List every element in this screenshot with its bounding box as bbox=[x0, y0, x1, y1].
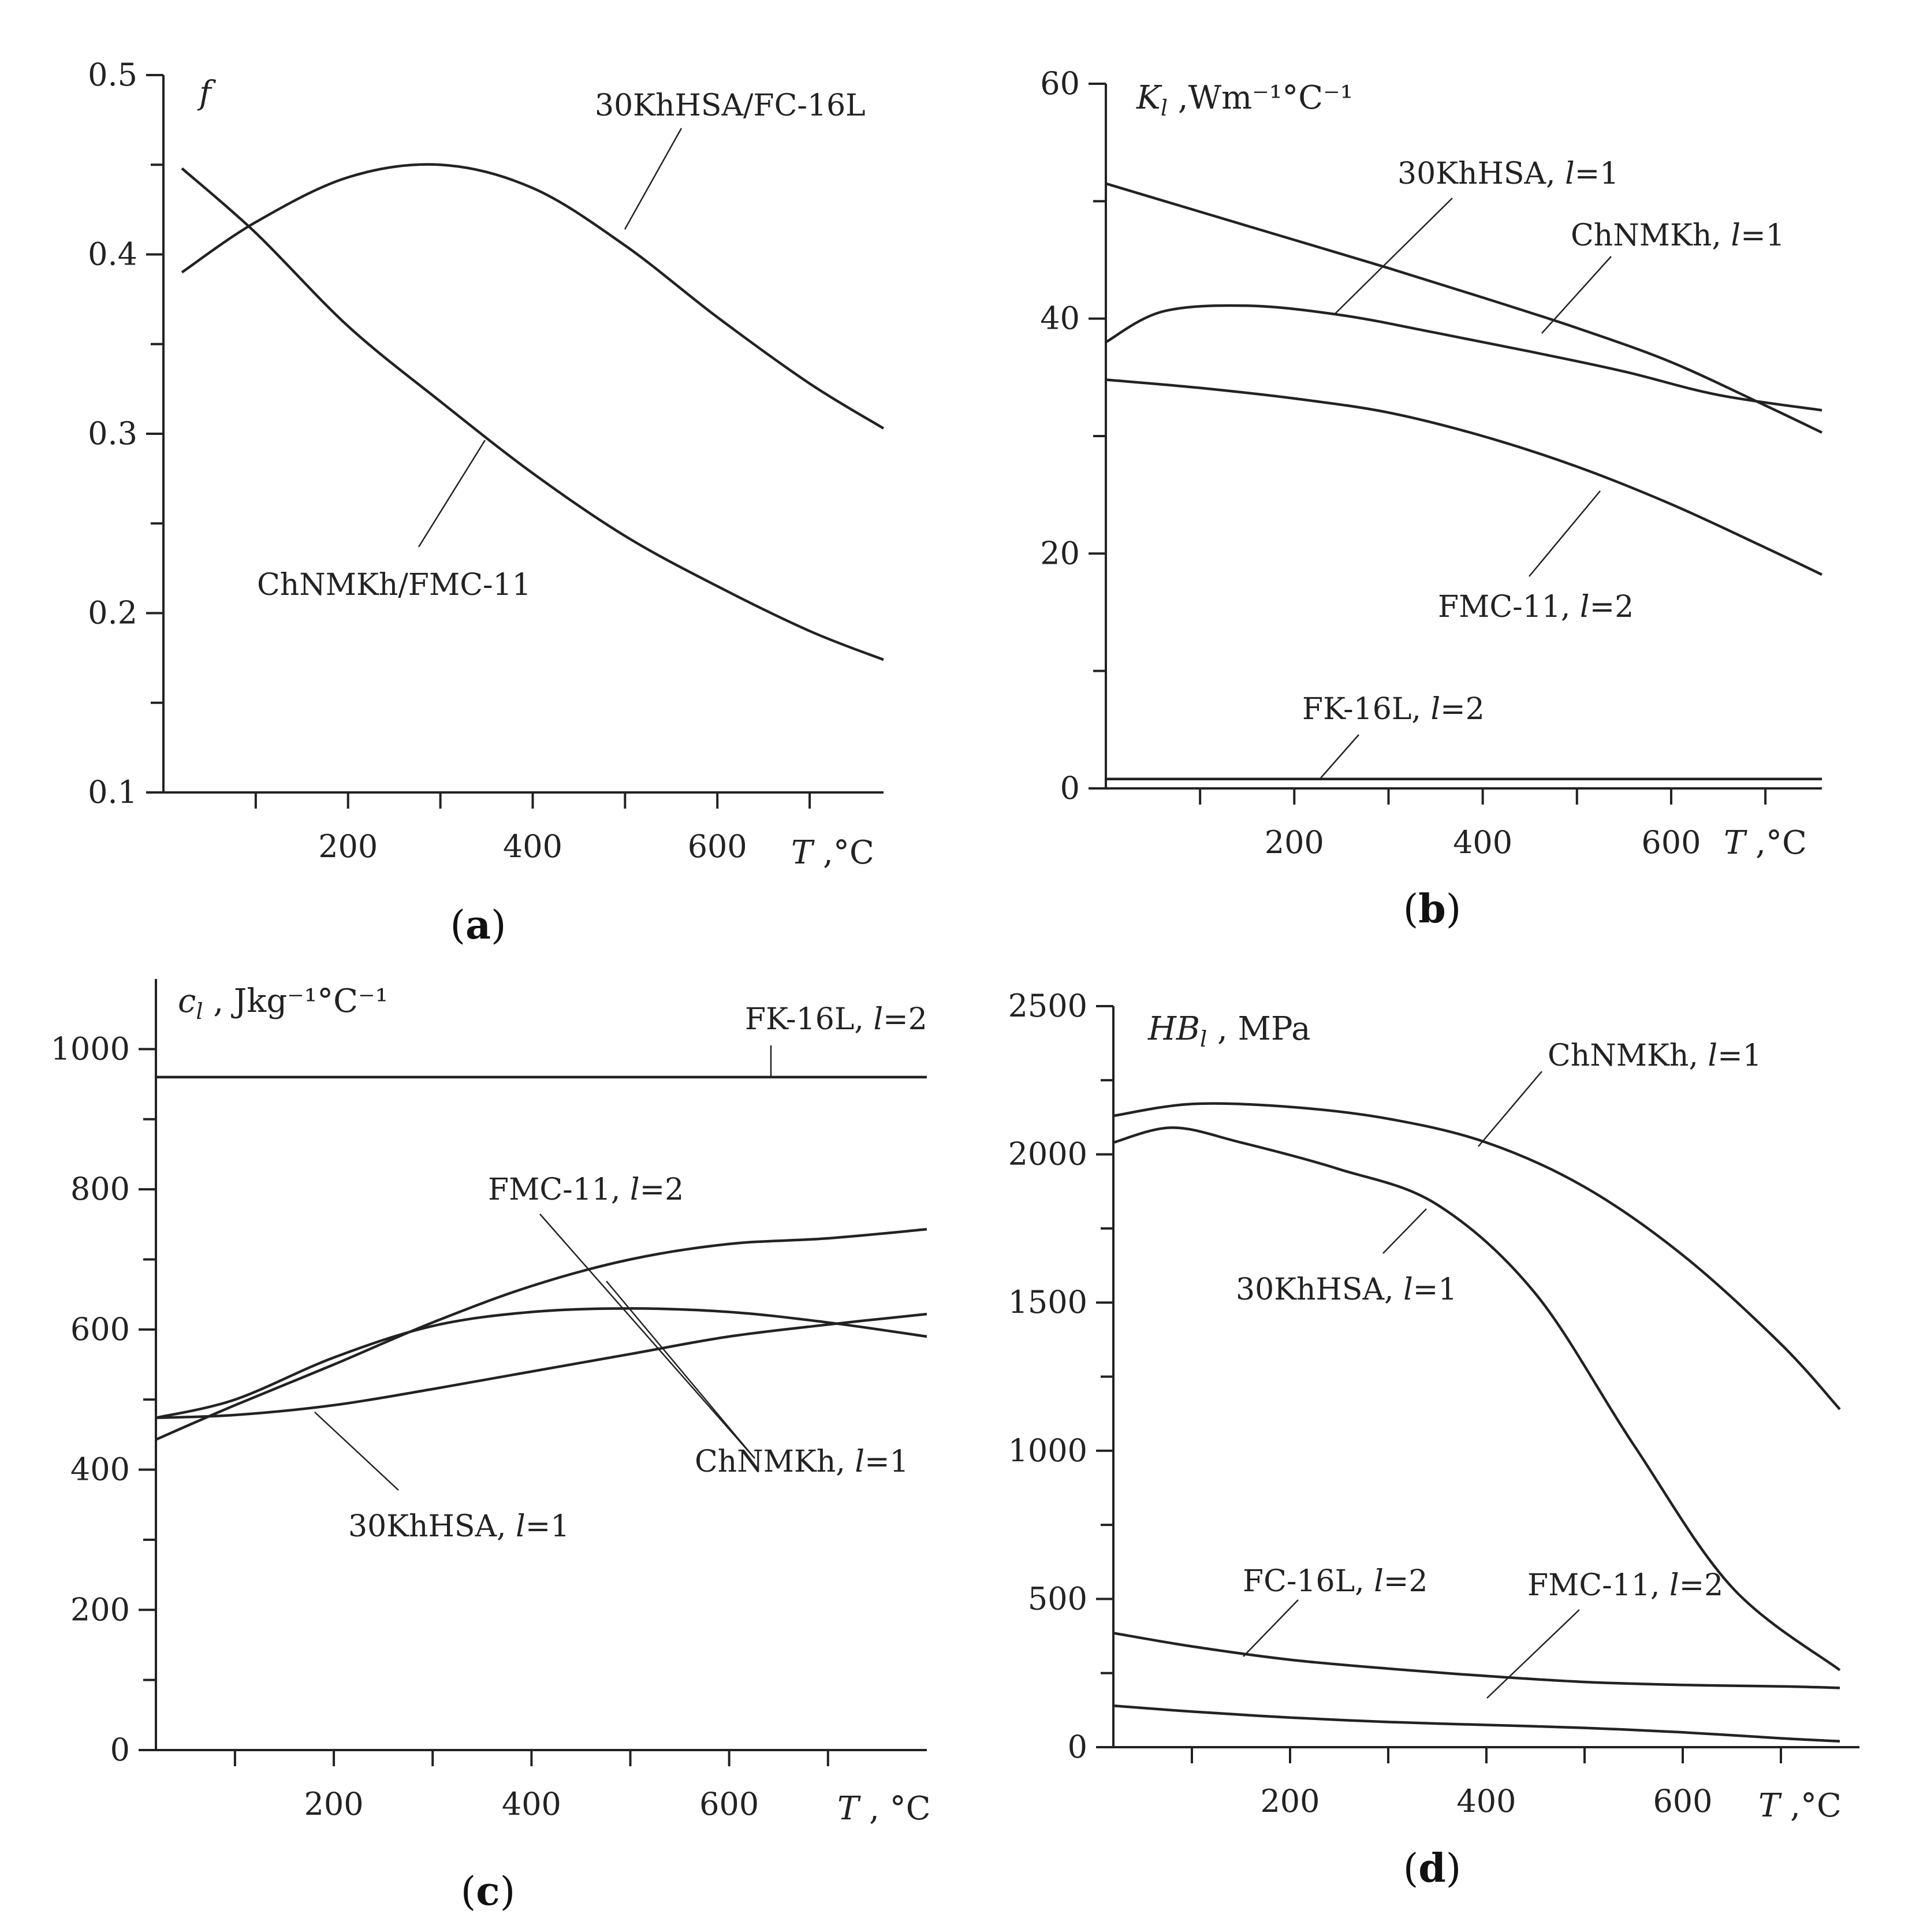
x-axis-title: T ,°C bbox=[1724, 824, 1807, 862]
series-label: ChNMKh, l=1 bbox=[695, 1445, 909, 1479]
x-tick-label: 400 bbox=[503, 828, 562, 865]
x-tick-label: 200 bbox=[304, 1786, 364, 1822]
series-label: ChNMKh, l=1 bbox=[1548, 1038, 1762, 1073]
leader-line bbox=[1486, 1609, 1580, 1699]
y-tick-label: 0.1 bbox=[88, 774, 137, 810]
y-tick-label: 1000 bbox=[51, 1030, 130, 1067]
x-tick-label: 400 bbox=[1453, 824, 1512, 861]
leader-line bbox=[1382, 1208, 1427, 1254]
panel-label: (d) bbox=[1403, 1845, 1462, 1892]
x-tick-label: 200 bbox=[1260, 1783, 1320, 1819]
leader-line bbox=[624, 128, 683, 230]
leader-line bbox=[606, 1280, 755, 1459]
y-tick-label: 1500 bbox=[1008, 1284, 1087, 1320]
x-tick-label: 600 bbox=[688, 828, 747, 865]
y-tick-label: 0 bbox=[1060, 770, 1080, 806]
series-line-30khhsa-fc-16l bbox=[181, 163, 885, 430]
x-tick-label: 400 bbox=[1456, 1783, 1516, 1819]
series-line-chnmkh-l-1 bbox=[155, 1307, 927, 1419]
panel-label: (c) bbox=[461, 1868, 515, 1915]
x-tick-label: 400 bbox=[502, 1786, 561, 1822]
series-line-chnmkh-l-1 bbox=[1113, 1102, 1841, 1410]
y-tick-label: 2500 bbox=[1008, 988, 1087, 1024]
x-axis-title: T ,°C bbox=[1758, 1787, 1842, 1825]
series-line-30khhsa-l-1 bbox=[1105, 304, 1822, 412]
leader-line bbox=[539, 1213, 755, 1459]
series-label: FMC-11, l=2 bbox=[1438, 590, 1634, 624]
series-line-chnmkh-fmc-11 bbox=[181, 167, 884, 661]
series-line-fmc-11-l-2 bbox=[155, 1228, 927, 1441]
series-label: 30KhHSA, l=1 bbox=[1397, 157, 1619, 191]
y-tick-label: 800 bbox=[70, 1171, 130, 1207]
series-label: FK-16L, l=2 bbox=[1302, 692, 1485, 727]
series-label: ChNMKh, l=1 bbox=[1571, 218, 1785, 253]
y-tick-label: 500 bbox=[1028, 1580, 1087, 1617]
series-label: FK-16L, l=2 bbox=[745, 1002, 927, 1037]
y-axis-title: f bbox=[197, 75, 217, 112]
y-tick-label: 1000 bbox=[1008, 1432, 1087, 1469]
y-axis-title: HBl , MPa bbox=[1147, 1010, 1310, 1052]
y-tick-label: 400 bbox=[70, 1451, 130, 1488]
chart-panel-c: 0 200 400 600 800 1000 200 400 600 FK-16L, l=2 FMC… bbox=[51, 979, 931, 1915]
y-tick-label: 0 bbox=[1068, 1729, 1087, 1765]
series-line-30khhsa-l-1 bbox=[1113, 1126, 1841, 1672]
series-label: FC-16L, l=2 bbox=[1243, 1564, 1428, 1599]
leader-line bbox=[1529, 490, 1601, 577]
panel-label: (a) bbox=[450, 902, 506, 948]
leader-line bbox=[1478, 1071, 1542, 1147]
chart-panel-d: 0 500 1000 1500 2000 2500 200 400 600 ChNMKh, l=1… bbox=[1008, 988, 1859, 1892]
x-tick-label: 600 bbox=[1653, 1783, 1712, 1819]
y-tick-label: 60 bbox=[1040, 65, 1080, 102]
y-axis-title: Kl ,Wm⁻¹°C⁻¹ bbox=[1136, 79, 1353, 121]
series-line-fc-16l-l-2 bbox=[1113, 1632, 1840, 1689]
y-tick-label: 0.3 bbox=[88, 415, 137, 452]
x-tick-label: 600 bbox=[699, 1786, 759, 1822]
series-label: 30KhHSA, l=1 bbox=[1236, 1272, 1457, 1307]
series-label: FMC-11, l=2 bbox=[1527, 1568, 1723, 1603]
y-tick-label: 200 bbox=[70, 1591, 130, 1628]
y-tick-label: 20 bbox=[1040, 535, 1080, 571]
chart-panel-a: 0.1 0.2 0.3 0.4 0.5 200 400 600 30KhHSA/FC-16L Ch… bbox=[88, 57, 885, 948]
leader-line bbox=[314, 1412, 399, 1491]
series-line-chnmkh-l-1 bbox=[1105, 182, 1822, 434]
y-tick-label: 0.4 bbox=[88, 236, 137, 273]
y-tick-label: 0.2 bbox=[88, 595, 137, 631]
series-label: 30KhHSA, l=1 bbox=[348, 1509, 569, 1544]
x-tick-label: 200 bbox=[318, 828, 378, 865]
x-axis-title: T ,°C bbox=[791, 834, 874, 872]
x-tick-label: 200 bbox=[1265, 824, 1324, 861]
leader-line bbox=[1320, 734, 1359, 779]
series-line-30khhsa-l-1 bbox=[155, 1312, 927, 1419]
leader-line bbox=[418, 440, 486, 548]
chart-panel-b: 0 20 40 60 200 400 600 30KhHSA, l=1 ChNMKh, l=1 F… bbox=[1040, 65, 1822, 932]
leader-line bbox=[1335, 198, 1453, 314]
y-axis-title: cl , Jkg⁻¹°C⁻¹ bbox=[178, 982, 388, 1024]
series-label: FMC-11, l=2 bbox=[488, 1172, 684, 1207]
series-line-fmc-11-l-2 bbox=[1105, 378, 1822, 576]
series-label: ChNMKh/FMC-11 bbox=[257, 568, 531, 602]
y-tick-label: 2000 bbox=[1008, 1136, 1087, 1172]
x-axis-title: T , °C bbox=[837, 1790, 931, 1827]
series-label: 30KhHSA/FC-16L bbox=[595, 88, 866, 123]
y-tick-label: 0.5 bbox=[88, 57, 137, 93]
series-line-fmc-11-l-2 bbox=[1113, 1704, 1840, 1743]
y-tick-label: 40 bbox=[1040, 300, 1080, 337]
y-tick-label: 600 bbox=[70, 1311, 130, 1347]
leader-line bbox=[1243, 1599, 1299, 1657]
x-tick-label: 600 bbox=[1641, 824, 1701, 861]
leader-line bbox=[1541, 256, 1612, 334]
y-tick-label: 0 bbox=[110, 1732, 130, 1768]
panel-label: (b) bbox=[1403, 886, 1462, 932]
